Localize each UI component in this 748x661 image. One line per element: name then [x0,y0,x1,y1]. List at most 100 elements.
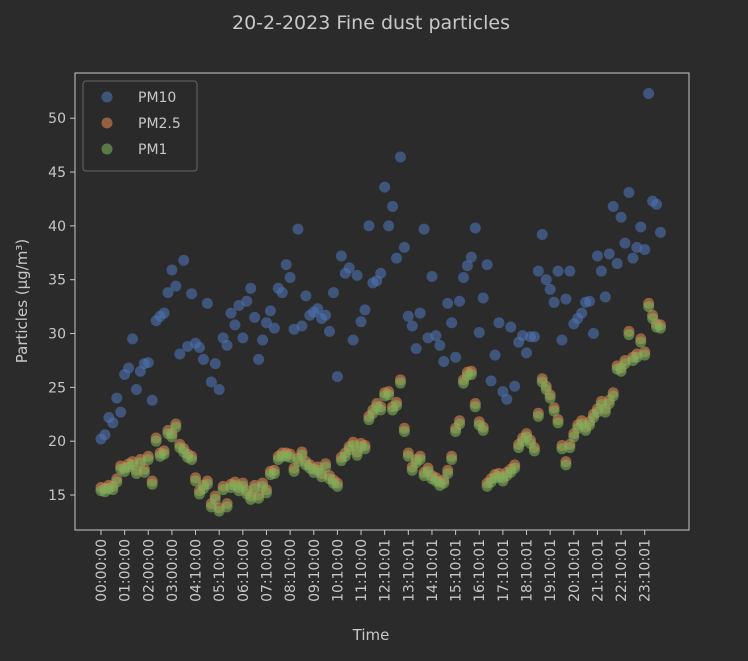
data-point [414,307,426,319]
data-point [509,380,521,392]
data-point [588,328,599,340]
data-point [509,462,521,474]
data-point [221,339,233,351]
data-point [229,319,241,331]
y-tick-label: 40 [48,219,66,235]
data-point [379,181,391,193]
x-axis-label: Time [352,626,390,644]
data-point [469,401,481,413]
data-point [264,305,276,317]
data-point [260,317,272,329]
data-point [111,476,123,488]
y-tick-label: 20 [48,434,66,450]
data-point [485,375,497,387]
data-point [260,487,272,499]
data-point [560,293,572,305]
data-point [548,405,560,417]
data-point [197,353,209,365]
x-tick-label: 01:00:00 [118,539,134,602]
x-tick-label: 05:10:00 [212,539,228,602]
data-point [446,317,458,329]
data-point [190,475,202,487]
y-tick-label: 45 [48,165,66,181]
data-point [438,356,450,368]
x-tick-label: 04:10:00 [189,539,205,602]
data-point [284,272,296,284]
data-point [166,264,178,276]
data-point [426,270,438,282]
data-point [450,351,462,363]
data-point [461,260,473,272]
data-point [643,301,655,313]
data-point [201,478,213,490]
data-point [465,251,477,263]
data-point [186,288,198,300]
data-point [170,421,182,433]
data-point [599,291,611,303]
data-point [493,317,505,329]
data-point [355,316,367,328]
data-point [142,357,154,369]
data-point [383,220,395,232]
data-point [201,297,213,309]
x-tick-label: 19:10:01 [543,539,559,602]
data-point [178,254,190,266]
data-point [391,252,402,264]
x-tick-label: 14:10:01 [425,539,441,602]
data-point [473,326,485,338]
data-point [253,353,265,365]
data-point [568,431,580,443]
y-tick-label: 15 [48,488,66,504]
data-point [237,332,249,344]
x-tick-label: 00:00:00 [94,539,110,602]
data-point [544,283,556,295]
data-point [654,226,666,238]
data-point [477,424,489,436]
data-point [205,376,217,388]
legend-label: PM1 [138,142,167,158]
data-point [359,304,371,316]
data-point [343,262,355,274]
data-point [331,480,343,492]
data-point [591,250,603,262]
data-point [489,349,501,361]
data-point [162,287,174,299]
y-tick-label: 50 [48,111,66,127]
data-point [245,282,257,294]
data-point [398,425,410,437]
x-tick-label: 17:10:01 [496,539,512,602]
data-point [406,320,418,332]
x-tick-label: 23:10:01 [638,539,654,602]
data-point [501,393,513,405]
data-point [351,449,363,461]
y-tick-label: 35 [48,273,66,289]
data-point [394,151,406,163]
data-point [127,333,139,345]
data-point [359,443,371,455]
data-point [324,325,336,337]
x-tick-label: 03:00:00 [165,539,181,602]
data-point [532,410,544,422]
data-point [623,329,635,341]
data-point [296,449,308,461]
x-tick-label: 07:10:00 [259,539,275,602]
data-point [607,390,619,402]
data-point [209,493,221,505]
data-point [635,221,647,233]
x-tick-label: 13:10:01 [401,539,417,602]
data-point [363,220,375,232]
data-point [394,377,406,389]
data-point [584,295,596,307]
x-tick-label: 16:10:01 [472,539,488,602]
legend-marker [101,91,113,103]
data-point [123,362,135,374]
x-tick-label: 09:10:00 [307,539,323,602]
data-point [402,310,414,322]
data-point [280,259,292,271]
data-point [619,237,631,249]
data-point [257,334,269,346]
data-point [639,244,651,256]
data-point [158,448,170,460]
data-point [292,223,304,235]
